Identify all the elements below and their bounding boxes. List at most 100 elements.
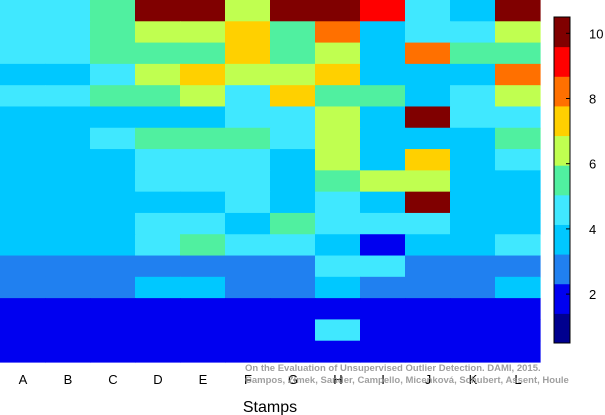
heatmap-cell	[225, 149, 271, 171]
heatmap-cell	[0, 191, 46, 214]
heatmap-cell	[315, 234, 361, 257]
heatmap-cell	[135, 298, 181, 321]
heatmap-cell	[270, 149, 316, 171]
colorbar-tick-label: 6	[589, 157, 596, 172]
heatmap-cell	[90, 149, 136, 171]
heatmap-cell	[135, 106, 181, 129]
heatmap-cell	[495, 340, 541, 363]
heatmap-cell	[495, 191, 541, 214]
heatmap-cell	[405, 170, 451, 193]
heatmap-cell	[450, 0, 496, 22]
heatmap-cell	[180, 0, 226, 22]
heatmap-cell	[270, 170, 316, 193]
heatmap-cell	[450, 42, 496, 65]
heatmap-cell	[45, 212, 91, 235]
heatmap-cell	[315, 191, 361, 214]
heatmap-cell	[315, 276, 361, 299]
colorbar-tick-label: 8	[589, 92, 596, 107]
x-tick-label: J	[425, 372, 432, 387]
heatmap-cell	[45, 21, 91, 44]
heatmap-cell	[45, 106, 91, 129]
heatmap-cell	[45, 319, 91, 342]
heatmap-cell	[270, 106, 316, 129]
heatmap-cell	[315, 340, 361, 363]
heatmap-cell	[0, 298, 46, 321]
heatmap-cell	[225, 0, 271, 22]
colorbar-tick-label: 4	[589, 222, 596, 237]
colorbar-tick-label: 10	[589, 26, 603, 41]
heatmap-cell	[225, 340, 271, 363]
heatmap-cell	[495, 255, 541, 278]
heatmap-cell	[450, 106, 496, 129]
heatmap-cell	[360, 127, 406, 150]
heatmap-cell	[315, 319, 361, 342]
heatmap-cell	[315, 127, 361, 150]
heatmap-cell	[135, 42, 181, 65]
heatmap-cell	[90, 0, 136, 22]
heatmap-cell	[180, 212, 226, 235]
heatmap-cell	[90, 63, 136, 86]
heatmap-cell	[45, 234, 91, 257]
heatmap-cell	[315, 0, 361, 22]
colorbar-segment	[554, 105, 570, 137]
heatmap-cells	[0, 0, 541, 363]
x-tick-label: D	[153, 372, 162, 387]
heatmap-cell	[0, 85, 46, 108]
heatmap-cell	[405, 255, 451, 278]
heatmap-cell	[180, 298, 226, 321]
heatmap-cell	[0, 212, 46, 235]
heatmap-cell	[180, 127, 226, 150]
heatmap-cell	[270, 234, 316, 257]
watermark-line-2: Campos, Zimek, Sander, Campello, Micenko…	[245, 375, 569, 386]
heatmap-cell	[495, 234, 541, 257]
heatmap-cell	[270, 298, 316, 321]
heatmap-cell	[450, 170, 496, 193]
heatmap-cell	[90, 276, 136, 299]
heatmap-cell	[0, 42, 46, 65]
heatmap-cell	[90, 234, 136, 257]
colorbar-segment	[554, 254, 570, 285]
heatmap-cell	[135, 212, 181, 235]
heatmap-cell	[180, 234, 226, 257]
heatmap-cell	[0, 276, 46, 299]
heatmap-cell	[135, 170, 181, 193]
heatmap-cell	[450, 21, 496, 44]
heatmap-cell	[135, 85, 181, 108]
heatmap-cell	[0, 234, 46, 257]
heatmap-cell	[360, 319, 406, 342]
colorbar-tick-label: 2	[589, 287, 596, 302]
colorbar-segment	[554, 224, 570, 255]
heatmap-cell	[180, 170, 226, 193]
heatmap-cell	[495, 127, 541, 150]
heatmap-cell	[315, 21, 361, 44]
colorbar-segment	[554, 76, 570, 107]
heatmap-cell	[225, 42, 271, 65]
heatmap-cell	[495, 85, 541, 108]
heatmap-cell	[405, 149, 451, 171]
heatmap-cell	[90, 85, 136, 108]
heatmap-cell	[135, 149, 181, 171]
heatmap-cell	[45, 42, 91, 65]
heatmap-cell	[135, 319, 181, 342]
x-tick-label: G	[288, 372, 298, 387]
heatmap-cell	[180, 191, 226, 214]
heatmap-cell	[405, 340, 451, 363]
heatmap-cell	[360, 234, 406, 257]
heatmap-cell	[135, 21, 181, 44]
x-tick-label: F	[244, 372, 252, 387]
heatmap-cell	[450, 276, 496, 299]
heatmap-cell	[45, 63, 91, 86]
heatmap-cell	[315, 85, 361, 108]
heatmap-cell	[180, 63, 226, 86]
x-tick-label: C	[108, 372, 117, 387]
heatmap-cell	[360, 340, 406, 363]
heatmap-cell	[270, 127, 316, 150]
heatmap-cell	[405, 319, 451, 342]
heatmap-cell	[360, 63, 406, 86]
colorbar-segment	[554, 135, 570, 166]
heatmap-cell	[45, 170, 91, 193]
heatmap-cell	[495, 149, 541, 171]
heatmap-cell	[270, 42, 316, 65]
heatmap-cell	[225, 85, 271, 108]
